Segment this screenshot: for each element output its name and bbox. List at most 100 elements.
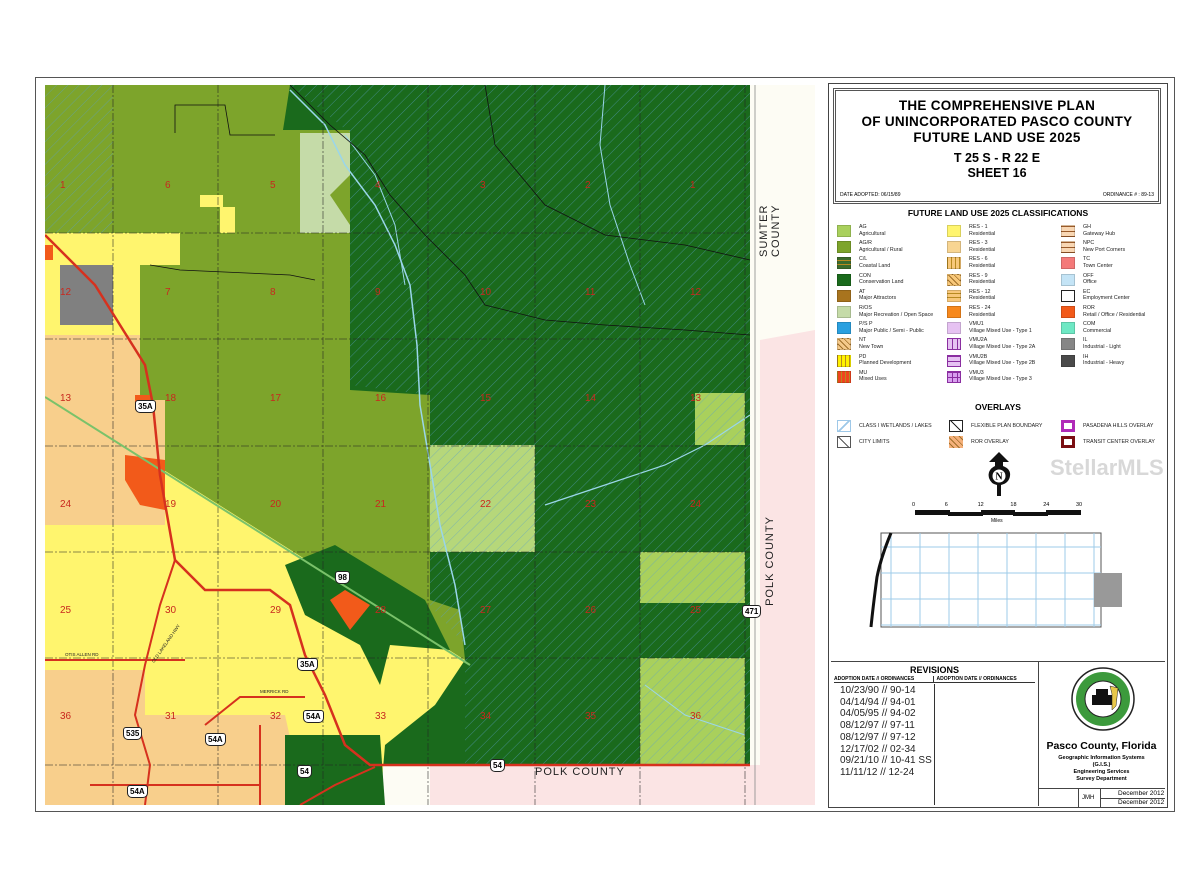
section-number: 21 bbox=[375, 499, 387, 510]
legend-code: PD bbox=[859, 353, 867, 360]
legend-swatch bbox=[837, 257, 851, 270]
section-number: 7 bbox=[165, 287, 171, 298]
legend-item: COM Commercial bbox=[1083, 321, 1111, 334]
scale-segment bbox=[1046, 510, 1081, 515]
section-number: 12 bbox=[60, 287, 72, 298]
section-number: 36 bbox=[690, 711, 702, 722]
scale-tick-label: 24 bbox=[1043, 502, 1050, 508]
legend-swatch bbox=[837, 241, 851, 254]
legend-swatch bbox=[947, 338, 961, 351]
scale-tick-label: 0 bbox=[912, 502, 916, 508]
legend-name: Major Public / Semi - Public bbox=[859, 327, 924, 334]
state-road-54 bbox=[299, 766, 376, 806]
legend-item: CON Conservation Land bbox=[859, 273, 903, 286]
legend-swatch bbox=[1061, 273, 1075, 286]
legend-name: Village Mixed Use - Type 1 bbox=[969, 327, 1032, 334]
legend-swatch bbox=[837, 354, 851, 367]
overlay-label: ROR OVERLAY bbox=[971, 439, 1009, 445]
state-road-35a bbox=[44, 234, 750, 767]
legend-name: Office bbox=[1083, 279, 1097, 286]
legend-swatch bbox=[947, 289, 961, 302]
legend-item: GH Gateway Hub bbox=[1083, 224, 1115, 237]
legend-code: NT bbox=[859, 337, 867, 344]
agency-line-1: Geographic Information Systems bbox=[1058, 755, 1145, 761]
legend-code: R/OS bbox=[859, 305, 872, 311]
section-number: 2 bbox=[585, 180, 591, 191]
section-number: 17 bbox=[270, 393, 282, 404]
legend-name: Residential bbox=[969, 262, 996, 269]
section-number: 1 bbox=[690, 180, 696, 191]
legend-name: Industrial - Light bbox=[1083, 343, 1121, 350]
agency-line-2: (G.I.S.) bbox=[1092, 762, 1111, 768]
legend-code: VMU2A bbox=[969, 337, 988, 344]
merrick-rd bbox=[204, 696, 305, 726]
key-map-coastline bbox=[869, 532, 893, 628]
pasadena-overlay-icon bbox=[1061, 420, 1075, 432]
township-range: T 25 S - R 22 E bbox=[953, 151, 1041, 165]
legend-swatch bbox=[837, 322, 851, 335]
legend-name: Agricultural bbox=[859, 230, 886, 237]
road-shield: 54A bbox=[205, 733, 226, 746]
scale-unit: Miles bbox=[991, 518, 1003, 524]
legend-item: RES - 24 Residential bbox=[969, 305, 995, 318]
section-number: 25 bbox=[690, 605, 702, 616]
legend-name: Residential bbox=[969, 311, 996, 318]
legend-swatch bbox=[837, 338, 851, 351]
legend-item: AG Agricultural bbox=[859, 224, 886, 237]
legend-item: VMU2A Village Mixed Use - Type 2A bbox=[969, 337, 1035, 350]
legend-swatch bbox=[1061, 289, 1075, 302]
map-sheet-frame bbox=[35, 77, 1175, 812]
legend-name: Employment Center bbox=[1083, 295, 1130, 302]
section-number: 13 bbox=[60, 393, 72, 404]
legend-swatch bbox=[947, 306, 961, 318]
overlays-heading: OVERLAYS bbox=[975, 402, 1021, 412]
date-printed: December 2012 bbox=[1118, 799, 1165, 806]
legend-code: C/L bbox=[859, 256, 868, 263]
polk-county-area bbox=[430, 330, 815, 805]
legend-item: AG/R Agricultural / Rural bbox=[859, 240, 903, 253]
section-number: 14 bbox=[585, 393, 597, 404]
title-block: THE COMPREHENSIVE PLAN OF UNINCORPORATED… bbox=[833, 88, 1161, 204]
revision-entry: 04/05/95 // 94-02 bbox=[840, 708, 916, 720]
revision-entry: 08/12/97 // 97-12 bbox=[840, 731, 916, 743]
legend-swatch bbox=[837, 289, 851, 302]
legend-item: OFF Office bbox=[1083, 273, 1097, 286]
legend-name: Gateway Hub bbox=[1083, 230, 1116, 237]
legend-code: EC bbox=[1083, 288, 1091, 295]
industrial-light-area bbox=[60, 265, 113, 325]
polk-county-label-south: POLK COUNTY bbox=[535, 766, 625, 778]
key-map bbox=[869, 532, 1122, 628]
scale-tick-label: 12 bbox=[977, 502, 984, 508]
scale-segment bbox=[1013, 512, 1049, 516]
legend-code: RES - 3 bbox=[969, 240, 988, 247]
legend-name: Residential bbox=[969, 230, 996, 237]
legend-code: IL bbox=[1083, 337, 1088, 344]
title-line-3: FUTURE LAND USE 2025 bbox=[913, 130, 1081, 145]
road-shield: 535 bbox=[123, 727, 143, 740]
city-limits-icon bbox=[837, 436, 851, 448]
legend-name: Coastal Land bbox=[859, 262, 891, 269]
legend-item: RES - 6 Residential bbox=[969, 256, 995, 269]
legend-code: GH bbox=[1083, 224, 1091, 230]
date-adopted: DATE ADOPTED: 06/15/89 bbox=[840, 192, 901, 198]
scale-tick-label: 18 bbox=[1010, 502, 1017, 508]
legend-swatch bbox=[837, 306, 851, 318]
legend-code: RES - 12 bbox=[969, 288, 991, 295]
legend-code: MU bbox=[859, 369, 868, 376]
legend-item: R/OS Major Recreation / Open Space bbox=[859, 305, 933, 318]
key-map-county-outline bbox=[880, 532, 1102, 628]
legend-item: P/S P Major Public / Semi - Public bbox=[859, 321, 924, 334]
section-number: 8 bbox=[270, 287, 276, 298]
legend-name: Village Mixed Use - Type 2A bbox=[969, 343, 1036, 350]
section-number: 18 bbox=[165, 393, 177, 404]
legend-item: EC Employment Center bbox=[1083, 289, 1130, 302]
legend-code: OFF bbox=[1083, 272, 1094, 279]
legend-swatch bbox=[947, 257, 961, 270]
scale-segment bbox=[980, 510, 1016, 515]
legend-item: RES - 3 Residential bbox=[969, 240, 995, 253]
legend-name: Residential bbox=[969, 279, 996, 286]
legend-name: New Town bbox=[859, 343, 884, 350]
ordinance-number: ORDINANCE # : 89-13 bbox=[1102, 192, 1154, 198]
legend-item: VMU3 Village Mixed Use - Type 3 bbox=[969, 370, 1032, 383]
agricultural-rural-area bbox=[45, 85, 465, 660]
